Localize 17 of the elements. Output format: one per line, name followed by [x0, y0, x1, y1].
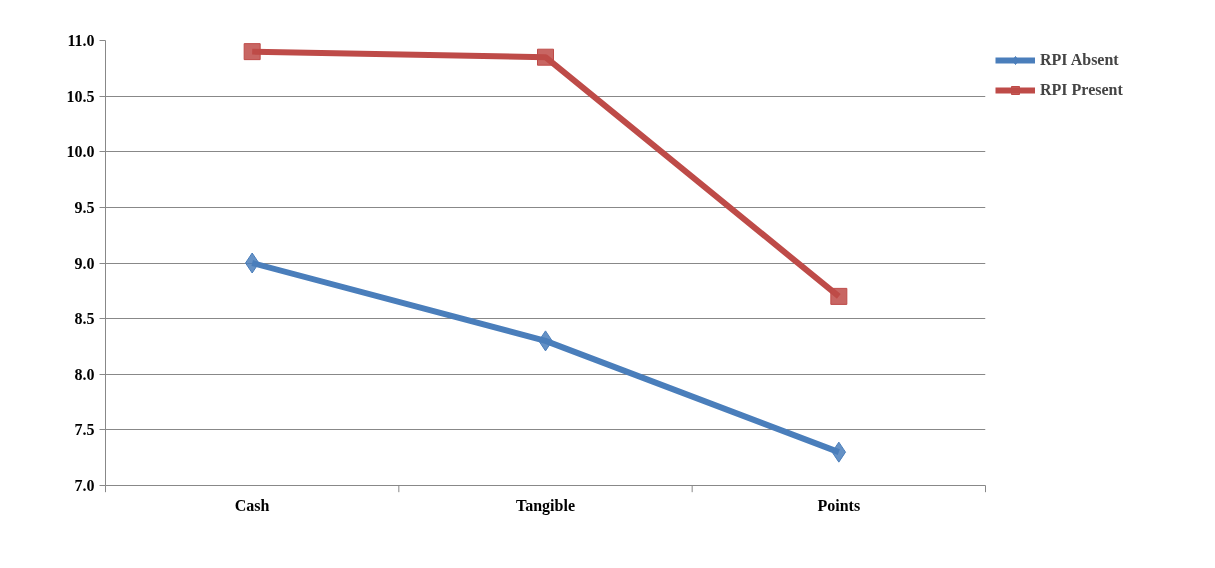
- legend-label: RPI Present: [1040, 81, 1123, 99]
- legend-label: RPI Absent: [1040, 51, 1119, 69]
- y-tick-label: 7.5: [74, 421, 95, 439]
- y-tick-label: 7.0: [74, 477, 95, 494]
- point: [830, 287, 848, 305]
- y-tick-label: 11.0: [67, 32, 95, 49]
- point: [243, 43, 261, 61]
- point: [537, 48, 554, 66]
- x-tick-label: Tangible: [516, 496, 575, 515]
- y-tick-label: 9.5: [74, 198, 95, 216]
- y-tick-label: 9.0: [74, 254, 95, 272]
- y-tick-label: 10.5: [66, 87, 95, 105]
- y-tick-label: 8.0: [74, 365, 95, 383]
- x-tick-label: Cash: [234, 496, 270, 514]
- x-tick-label: Points: [817, 496, 861, 514]
- y-tick-label: 10.0: [66, 143, 95, 161]
- y-tick-label: 8.5: [74, 310, 95, 328]
